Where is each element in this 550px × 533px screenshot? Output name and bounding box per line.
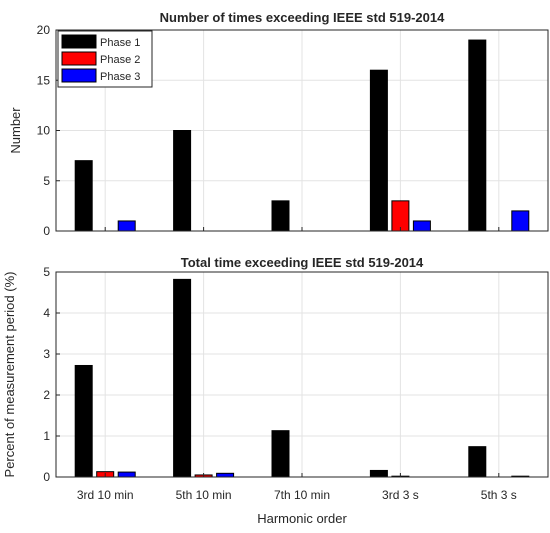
x-tick-label: 5th 3 s — [481, 488, 517, 502]
bar-phase-1 — [468, 446, 487, 478]
legend-swatch — [61, 68, 97, 83]
y-tick-label: 2 — [43, 388, 50, 402]
y-tick-label: 5 — [43, 174, 50, 188]
x-axis-label: Harmonic order — [257, 511, 347, 526]
x-tick-label: 3rd 10 min — [77, 488, 134, 502]
x-tick-label: 7th 10 min — [274, 488, 330, 502]
legend-label: Phase 1 — [100, 37, 140, 49]
y-tick-label: 15 — [37, 73, 51, 87]
legend-swatch — [61, 34, 97, 49]
legend-label: Phase 2 — [100, 54, 140, 66]
bar-phase-1 — [271, 200, 290, 232]
bar-phase-3 — [216, 472, 235, 478]
bar-phase-1 — [74, 160, 93, 232]
x-tick-label: 5th 10 min — [176, 488, 232, 502]
y-axis-label: Number — [8, 107, 23, 154]
bar-phase-1 — [271, 430, 290, 478]
bar-phase-1 — [74, 364, 93, 478]
chart-title: Total time exceeding IEEE std 519-2014 — [181, 255, 424, 270]
chart-title: Number of times exceeding IEEE std 519-2… — [160, 10, 445, 25]
chart-panel-top: 0 5 10 15 20 Number of times exceeding IEEE s… — [8, 10, 549, 238]
bar-phase-1 — [369, 69, 388, 232]
y-tick-label: 0 — [43, 470, 50, 484]
legend-label: Phase 3 — [100, 71, 140, 83]
y-tick-label: 4 — [43, 306, 50, 320]
y-tick-label: 0 — [43, 224, 50, 238]
y-axis-label: Percent of measurement period (%) — [2, 272, 17, 478]
bar-phase-3 — [412, 220, 431, 232]
y-tick-label: 20 — [37, 23, 51, 37]
bar-phase-3 — [511, 210, 530, 232]
bar-phase-1 — [173, 278, 192, 478]
bar-phase-2 — [391, 200, 410, 232]
bar-phase-3 — [117, 471, 136, 478]
y-tick-label: 5 — [43, 265, 50, 279]
chart-panel-bottom: 0 1 2 3 4 5 3rd 10 min 5th 10 min 7th 10 min 3rd … — [2, 255, 549, 526]
bar-phase-3 — [117, 220, 136, 232]
x-tick-label: 3rd 3 s — [382, 488, 419, 502]
y-tick-label: 1 — [43, 429, 50, 443]
legend-swatch — [61, 51, 97, 66]
bar-phase-1 — [173, 130, 192, 232]
y-tick-label: 3 — [43, 347, 50, 361]
bar-phase-1 — [369, 469, 388, 478]
legend: Phase 1 Phase 2 Phase 3 — [57, 30, 153, 88]
bar-phase-1 — [468, 39, 487, 232]
y-tick-label: 10 — [37, 124, 51, 138]
